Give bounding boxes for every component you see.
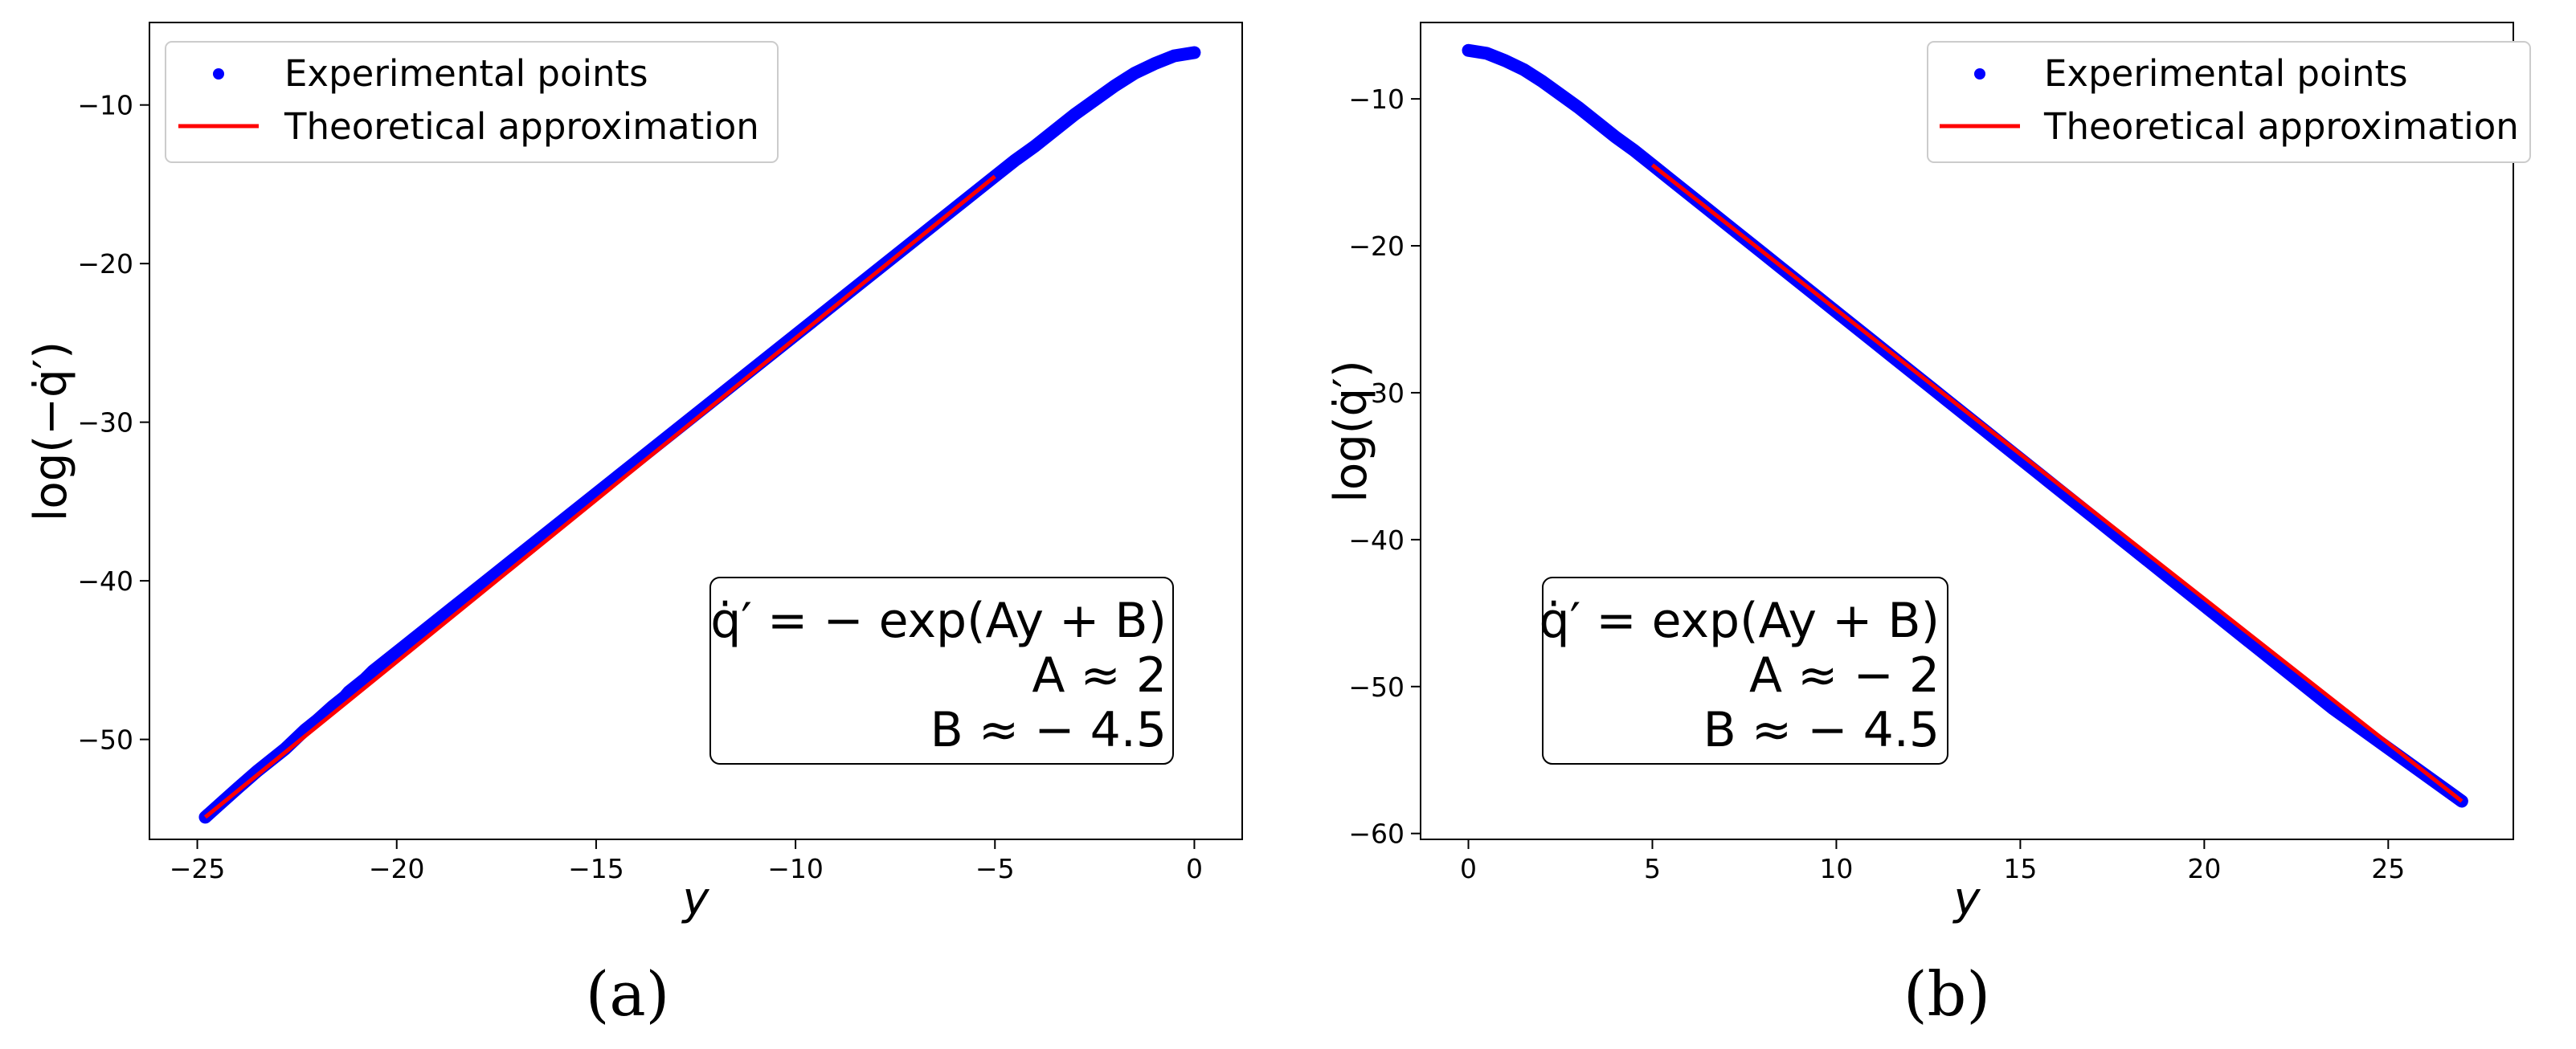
experimental-point-a <box>1049 124 1061 137</box>
x-tick-label-a-3: −10 <box>767 853 824 884</box>
legend-box-a <box>165 41 779 163</box>
panel-label-b: (b) <box>1903 958 1990 1030</box>
experimental-point-a <box>423 621 435 633</box>
legend-label-theoretical-b: Theoretical approximation <box>2043 105 2519 148</box>
y-tick-label-a-0: −50 <box>77 725 133 756</box>
experimental-point-b <box>2327 703 2339 715</box>
x-tick-label-a-1: −20 <box>369 853 425 884</box>
experimental-point-a <box>1028 141 1041 153</box>
x-axis-ticks-a: −25 −20 −15 −10 −5 0 <box>170 839 1203 884</box>
legend-label-experimental-b: Experimental points <box>2044 52 2408 95</box>
experimental-point-b <box>1628 145 1640 157</box>
y-tick-label-b-0: −60 <box>1348 818 1405 850</box>
x-axis-title-b: y <box>1952 873 1981 925</box>
annotation-formula-b: q̇′ = exp(Ay + B) <box>1539 593 1940 649</box>
legend-a: Experimental points Theoretical approxim… <box>165 41 779 163</box>
legend-b: Experimental points Theoretical approxim… <box>1927 41 2531 163</box>
y-tick-label-b-2: −40 <box>1348 524 1405 556</box>
y-axis-title-a: log(−q̇′) <box>25 341 77 521</box>
experimental-point-b <box>1499 55 1511 67</box>
experimental-point-a <box>382 652 395 664</box>
y-axis-ticks-a: −50 −40 −30 −20 −10 <box>77 90 149 756</box>
annotation-a-value-a: A ≈ 2 <box>1032 647 1167 704</box>
series-theoretical-line-a <box>203 174 996 819</box>
experimental-point-b <box>1591 116 1603 129</box>
experimental-point-a <box>1109 80 1121 92</box>
y-tick-label-b-4: −20 <box>1348 231 1405 262</box>
y-axis-ticks-b: −60 −50 −40 −30 −20 −10 <box>1348 84 1421 850</box>
annotation-a: q̇′ = − exp(Ay + B) A ≈ 2 B ≈ − 4.5 <box>709 577 1174 765</box>
experimental-point-a <box>435 611 447 623</box>
experimental-point-b <box>2316 694 2328 706</box>
annotation-box-a <box>709 577 1174 765</box>
x-axis-ticks-b: 0 5 10 15 20 25 <box>1460 839 2405 884</box>
experimental-point-a <box>490 567 502 579</box>
experimental-point-a <box>366 665 378 677</box>
experimental-point-a <box>1009 154 1021 166</box>
x-tick-label-b-2: 10 <box>1819 853 1853 884</box>
annotation-formula-a: q̇′ = − exp(Ay + B) <box>710 593 1167 649</box>
experimental-point-b <box>1572 102 1584 114</box>
legend-label-theoretical-a: Theoretical approximation <box>284 105 759 148</box>
experimental-point-a <box>471 582 483 594</box>
experimental-point-a <box>399 640 411 652</box>
legend-box-b <box>1927 41 2531 163</box>
x-tick-label-b-4: 20 <box>2187 853 2221 884</box>
y-tick-label-a-1: −40 <box>77 565 133 597</box>
y-tick-label-a-4: −10 <box>77 90 133 121</box>
annotation-b-value-b: B ≈ − 4.5 <box>1703 702 1940 758</box>
series-theoretical-line-b <box>1650 163 2464 803</box>
experimental-point-a <box>1148 58 1160 70</box>
x-tick-label-a-4: −5 <box>975 853 1015 884</box>
annotation-box-b <box>1542 577 1948 765</box>
y-tick-label-b-3: −30 <box>1348 378 1405 409</box>
x-tick-label-b-5: 25 <box>2371 853 2405 884</box>
experimental-point-b <box>1462 44 1474 56</box>
experimental-point-b <box>1481 47 1493 59</box>
experimental-point-b <box>1609 131 1621 143</box>
experimental-point-b <box>2275 661 2288 673</box>
experimental-point-a <box>459 592 471 604</box>
experimental-point-b <box>1518 63 1530 76</box>
experimental-point-a <box>1188 47 1200 59</box>
y-tick-label-b-1: −50 <box>1348 671 1405 703</box>
annotation-b-value-a: B ≈ − 4.5 <box>930 702 1167 758</box>
x-tick-label-b-1: 5 <box>1644 853 1661 884</box>
y-tick-label-a-3: −20 <box>77 248 133 280</box>
x-tick-label-b-0: 0 <box>1460 853 1477 884</box>
legend-marker-experimental-b <box>1974 68 1985 80</box>
experimental-point-a <box>411 631 423 643</box>
experimental-point-b <box>2254 644 2266 656</box>
annotation-b: q̇′ = exp(Ay + B) A ≈ − 2 B ≈ − 4.5 <box>1539 577 1948 765</box>
panel-label-a: (a) <box>586 958 670 1030</box>
x-tick-label-a-5: 0 <box>1186 853 1203 884</box>
x-tick-label-b-3: 15 <box>2003 853 2037 884</box>
chart-panel-a: −25 −20 −15 −10 −5 0 −50−40−30−20−10 Experime… <box>25 22 1243 1030</box>
experimental-point-a <box>510 551 522 563</box>
experimental-point-a <box>1168 50 1180 62</box>
x-tick-label-a-0: −25 <box>170 853 226 884</box>
experimental-point-a <box>343 686 355 698</box>
legend-label-experimental-a: Experimental points <box>284 52 648 95</box>
y-tick-label-b-5: −10 <box>1348 84 1405 115</box>
annotation-a-value-b: A ≈ − 2 <box>1749 647 1940 704</box>
chart-panel-b: 0 5 10 15 20 25 −60 −50 −40 −30 −20 −10 Experiment… <box>1325 22 2531 1030</box>
x-axis-title-a: y <box>681 873 709 925</box>
experimental-point-b <box>1536 76 1548 88</box>
experimental-point-a <box>1069 108 1081 120</box>
experimental-point-b <box>1555 88 1567 100</box>
y-tick-label-a-2: −30 <box>77 407 133 439</box>
experimental-point-a <box>359 673 371 685</box>
x-tick-label-a-2: −15 <box>568 853 624 884</box>
experimental-point-a <box>1089 94 1101 106</box>
experimental-point-a <box>447 602 459 614</box>
experimental-point-a <box>1128 67 1140 80</box>
y-axis-title-b: log(q̇′) <box>1325 360 1377 502</box>
legend-marker-experimental-a <box>213 68 224 80</box>
